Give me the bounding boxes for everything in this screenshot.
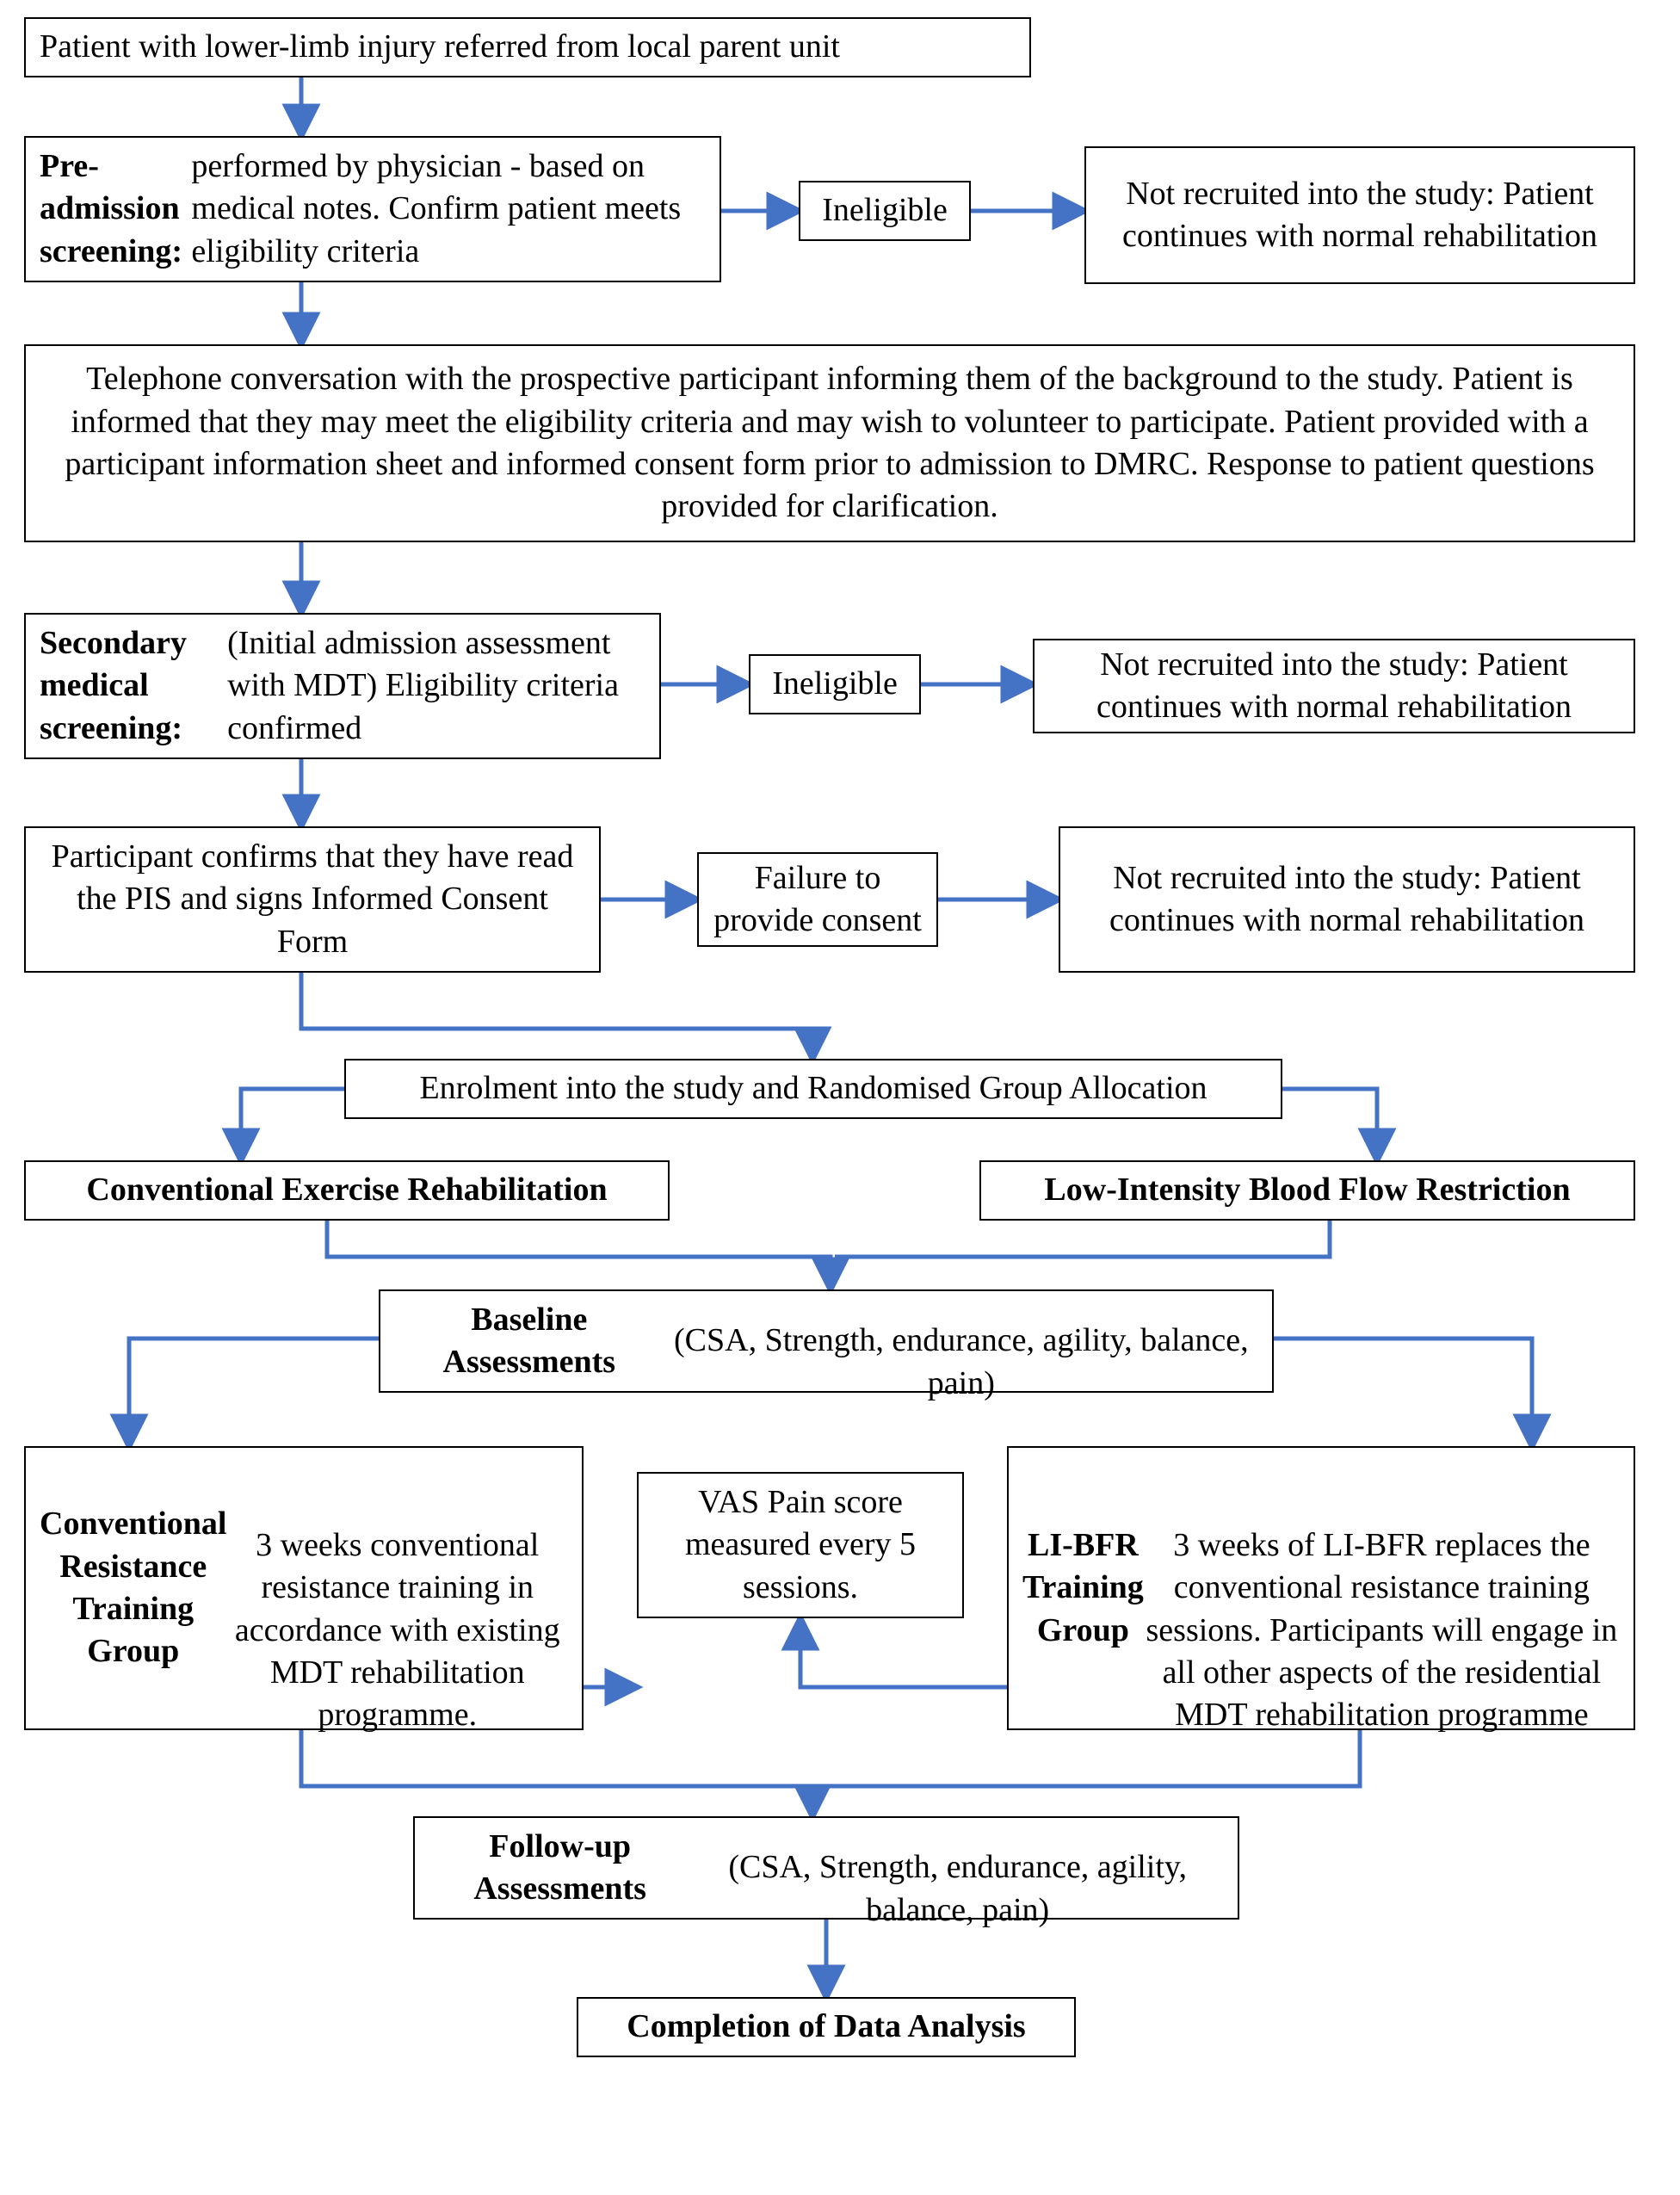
flowchart-node-n3: Ineligible [799, 181, 971, 241]
arrow-a12 [241, 1089, 344, 1160]
flowchart-node-n18: LI-BFR Training Group3 weeks of LI-BFR r… [1007, 1446, 1635, 1730]
arrow-a16 [1274, 1339, 1532, 1446]
flowchart-node-n7: Ineligible [749, 654, 921, 714]
flowchart-node-n4: Not recruited into the study: Patient co… [1084, 146, 1635, 284]
flowchart-canvas: Patient with lower-limb injury referred … [0, 0, 1680, 2195]
flowchart-node-n20: Completion of Data Analysis [577, 1997, 1076, 2057]
flowchart-node-n13: Conventional Exercise Rehabilitation [24, 1160, 670, 1221]
flowchart-node-n6: Secondary medical screening: (Initial ad… [24, 613, 661, 759]
arrow-a15 [129, 1339, 379, 1446]
flowchart-node-n10: Failure to provide consent [697, 852, 938, 947]
arrow-a14b [835, 1221, 1330, 1257]
flowchart-node-n9: Participant confirms that they have read… [24, 826, 601, 973]
flowchart-node-n15: Baseline Assessments(CSA, Strength, endu… [379, 1289, 1274, 1393]
flowchart-node-n5: Telephone conversation with the prospect… [24, 344, 1635, 542]
flowchart-node-n12: Enrolment into the study and Randomised … [344, 1059, 1282, 1119]
flowchart-node-n14: Low-Intensity Blood Flow Restriction [979, 1160, 1635, 1221]
flowchart-node-n2: Pre-admission screening: performed by ph… [24, 136, 721, 282]
flowchart-node-n19: Follow-up Assessments(CSA, Strength, end… [413, 1816, 1239, 1920]
flowchart-node-n1: Patient with lower-limb injury referred … [24, 17, 1031, 77]
arrow-a19b [818, 1730, 1360, 1786]
flowchart-node-n16: Conventional Resistance Training Group3 … [24, 1446, 584, 1730]
flowchart-node-n8: Not recruited into the study: Patient co… [1033, 639, 1635, 733]
flowchart-node-n11: Not recruited into the study: Patient co… [1059, 826, 1635, 973]
arrow-a11 [301, 973, 812, 1059]
arrow-a13 [1282, 1089, 1377, 1160]
arrow-a17 [800, 1618, 1007, 1687]
flowchart-node-n17: VAS Pain score measured every 5 sessions… [637, 1472, 964, 1618]
